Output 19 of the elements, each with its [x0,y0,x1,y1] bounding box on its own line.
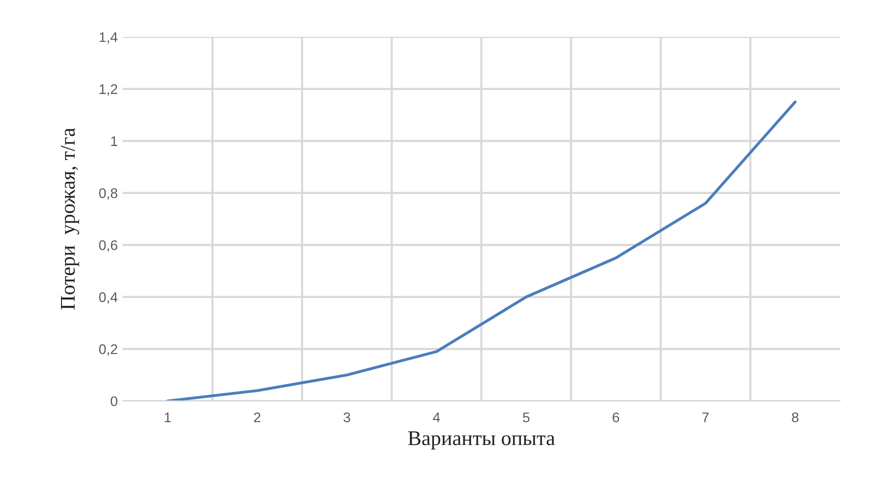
x-tick-label: 6 [612,412,620,422]
y-tick-label: 0,2 [99,344,118,356]
y-tick-label: 1 [111,136,118,146]
x-axis-title: Варианты опыта [408,431,555,450]
y-tick-label: 0 [110,396,118,406]
y-tick-label: 1,4 [100,32,118,44]
line-series [166,100,797,401]
x-tick-label: 4 [433,412,440,422]
x-tick-label: 3 [344,412,350,422]
x-tick-label: 1 [164,412,171,422]
y-tick-label: 0,6 [99,240,118,252]
x-tick-label: 2 [254,412,260,422]
x-tick-label: 5 [522,412,530,422]
y-tick-label: 1,2 [100,84,118,96]
y-tick-label: 0,4 [99,292,118,304]
y-tick-label: 0,8 [99,188,118,200]
y-axis-title: Потери урожая, т/га [60,128,80,310]
x-tick-label: 8 [792,412,798,422]
x-tick-label: 7 [702,412,709,422]
